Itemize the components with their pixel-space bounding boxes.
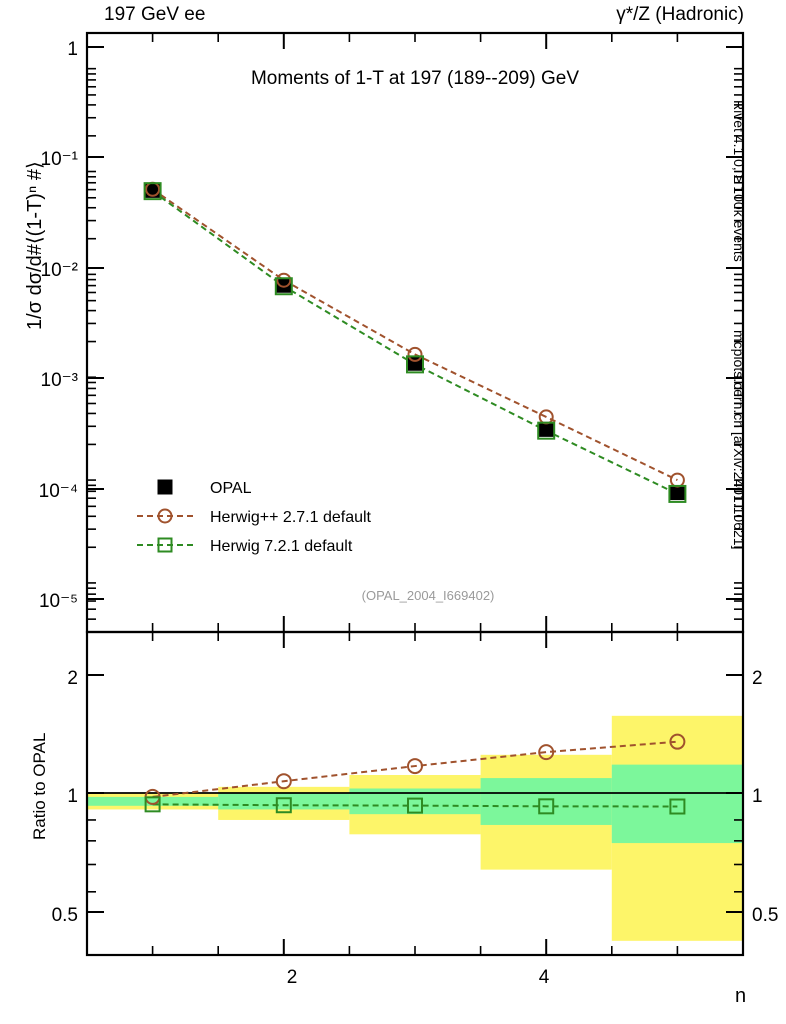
legend: OPAL Herwig++ 2.7.1 default Herwig 7.2.1 d…: [137, 479, 372, 555]
main-ytick-3: 10⁻³: [41, 370, 79, 391]
ratio-ytick-left-2: 0.5: [52, 905, 78, 926]
legend-label-1: Herwig++ 2.7.1 default: [210, 509, 372, 526]
process-text: γ*/Z (Hadronic): [616, 4, 744, 25]
ratio-ytick-left-1: 1: [67, 786, 78, 807]
ratio-ytick-left-0: 2: [67, 668, 78, 689]
ratio-ytick-right-1: 1: [752, 786, 763, 807]
ratio-ytick-right-2: 0.5: [752, 905, 778, 926]
ratio-x-tick-labels: 2 4: [287, 967, 550, 988]
main-ytick-4: 10⁻⁴: [39, 481, 78, 502]
ratio-xtick-0: 2: [287, 967, 298, 988]
main-panel-frame: [85, 31, 745, 634]
ratio-ytick-right-0: 2: [752, 668, 763, 689]
beam-energy-text: 197 GeV ee: [104, 4, 206, 25]
main-y-major-ticks: [87, 46, 743, 600]
ratio-x-ticks: [86, 632, 744, 955]
header-right-label: γ*/Z (Hadronic): [616, 4, 744, 26]
legend-label-2: Herwig 7.2.1 default: [210, 538, 353, 555]
ratio-data-series: [144, 733, 686, 815]
ratio-xlabel: n: [735, 985, 746, 1008]
header-left-label: 197 GeV ee: [104, 4, 205, 26]
ratio-y-minor-ticks: [87, 819, 743, 893]
main-y-tick-labels: 1 10⁻¹ 10⁻² 10⁻³ 10⁻⁴ 10⁻⁵: [39, 39, 78, 612]
ratio-error-bands: [87, 715, 743, 941]
ratio-y-tick-labels: 2 1 0.5 2 1 0.5: [52, 668, 779, 926]
main-ytick-2: 10⁻²: [41, 260, 79, 281]
legend-label-0: OPAL: [210, 480, 252, 497]
ratio-y-major-ticks: [87, 674, 743, 913]
main-ytick-0: 1: [67, 39, 78, 60]
main-data-series: [143, 181, 687, 503]
main-x-ticks: [86, 33, 744, 632]
main-plot-title: Moments of 1-T at 197 (189--209) GeV: [251, 68, 579, 89]
main-y-minor-ticks: [87, 67, 743, 620]
ratio-xtick-1: 4: [539, 967, 550, 988]
main-ytick-1: 10⁻¹: [41, 149, 79, 170]
analysis-id-watermark: (OPAL_2004_I669402): [362, 588, 495, 603]
main-ytick-5: 10⁻⁵: [39, 591, 78, 612]
ratio-xlabel-text: n: [735, 985, 747, 1007]
